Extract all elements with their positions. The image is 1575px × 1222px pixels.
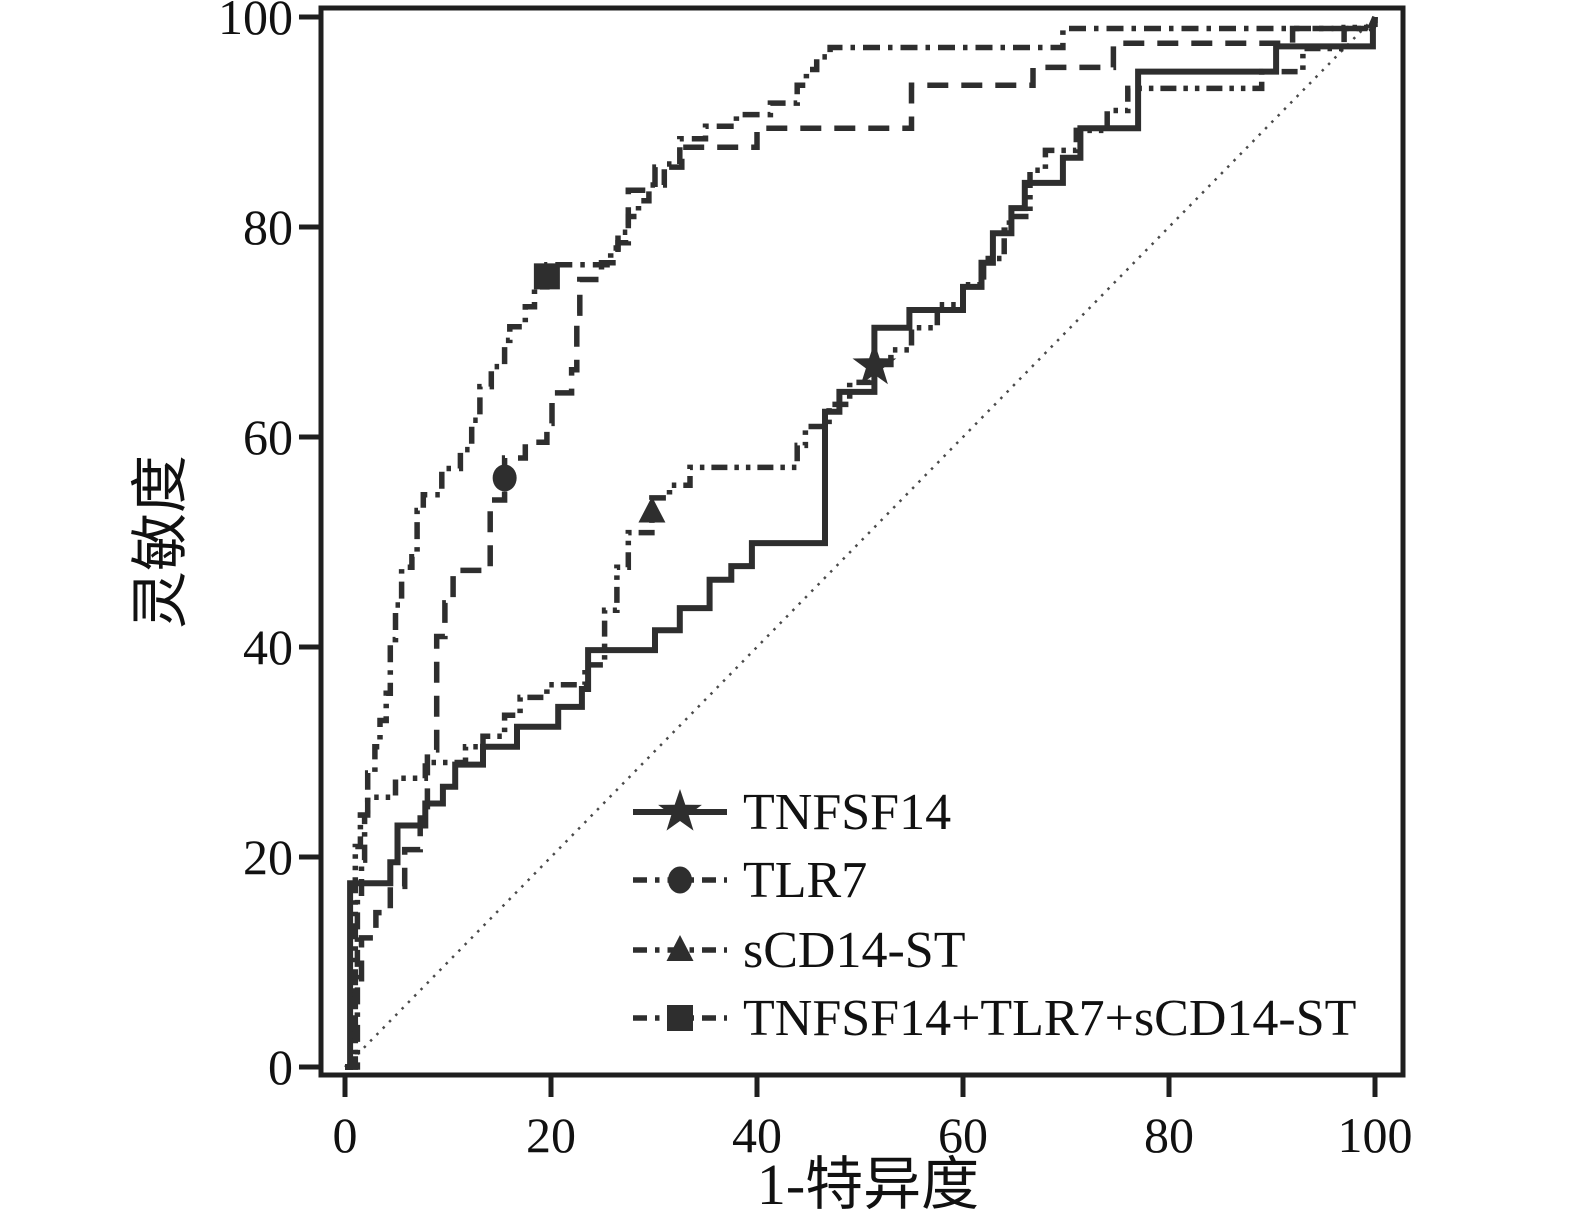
curve-sCD14-ST [345,17,1378,1070]
y-tick-label: 60 [243,409,293,465]
triangle-marker-sCD14-ST [638,496,666,523]
circle-marker-TLR7 [492,464,517,492]
y-tick-label: 0 [268,1039,293,1095]
y-tick-label: 80 [243,199,293,255]
legend-label: TNFSF14 [743,784,951,841]
x-tick-label: 100 [1338,1107,1413,1163]
y-tick-label: 40 [243,619,293,675]
legend-square-icon [667,1005,693,1031]
x-tick-label: 40 [732,1107,782,1163]
y-tick-label: 20 [243,829,293,885]
x-tick-label: 80 [1144,1107,1194,1163]
legend-circle-icon [668,866,692,894]
x-axis-title: 1-特异度 [757,1152,979,1217]
y-tick-label: 100 [218,0,293,45]
plot-frame [318,5,1406,1078]
curve-TLR7 [345,17,1378,1070]
curve-TNFSF14 [345,16,1378,1070]
legend-label: TNFSF14+TLR7+sCD14-ST [743,990,1356,1047]
y-axis-title: 灵敏度 [128,455,193,629]
legend-label: TLR7 [743,852,867,909]
legend-triangle-icon [666,935,694,961]
legend-star-icon [658,789,702,831]
diagonal-reference-line [344,16,1376,1068]
x-tick-label: 60 [938,1107,988,1163]
legend-label: sCD14-ST [743,922,965,979]
x-tick-label: 0 [333,1107,358,1163]
curve-TNFSF14+TLR7+sCD14-ST [345,15,1378,1070]
square-marker-TNFSF14+TLR7+sCD14-ST [533,263,560,290]
x-tick-label: 20 [526,1107,576,1163]
